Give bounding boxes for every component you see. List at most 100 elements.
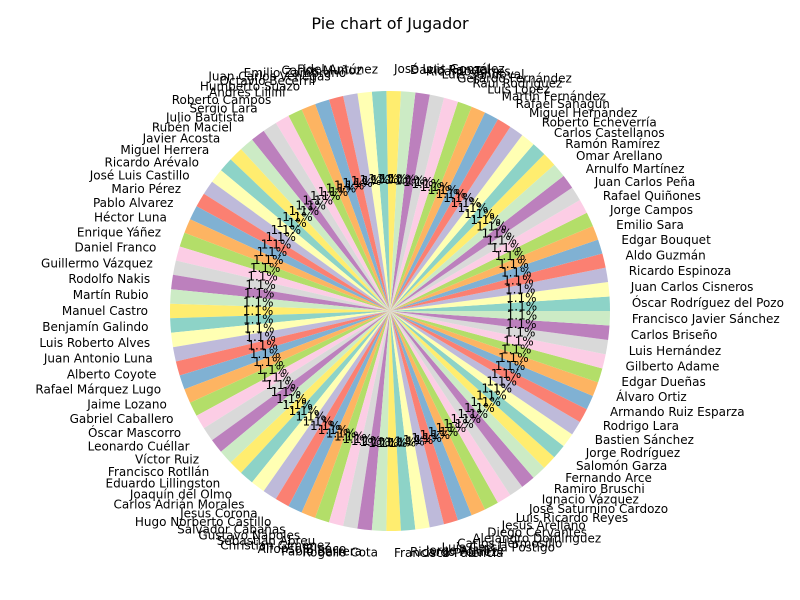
pie-slice — [220, 311, 390, 463]
slice-percentage: 1.1% — [257, 245, 288, 259]
slice-label: Óscar Mascorro — [88, 425, 181, 440]
pie-slice — [390, 119, 511, 312]
slice-label: Daniel Franco — [74, 241, 156, 255]
slice-percentage: 1.1% — [289, 204, 320, 218]
pie-slice — [390, 311, 430, 530]
slice-percentage: 1.1% — [507, 300, 538, 314]
slice-percentage: 1.1% — [326, 181, 357, 195]
pie-slice — [390, 311, 610, 341]
slice-percentage: 1.1% — [377, 172, 408, 186]
pie-slice — [390, 267, 609, 311]
slice-percentage: 1.1% — [253, 253, 284, 267]
slice-label: Jesús Corona — [179, 507, 258, 521]
slice-percentage: 1.1% — [245, 278, 276, 292]
slice-label: Octavio Becerril — [220, 74, 316, 88]
pie-slice — [390, 97, 458, 311]
pie-slice — [175, 311, 390, 376]
slice-label: Guillermo Vázquez — [41, 256, 153, 270]
slice-label: David Rangel — [410, 63, 490, 77]
slice-label: Luis Hernández — [629, 344, 721, 358]
slice-percentage: 1.1% — [386, 436, 417, 450]
slice-label: Carlos Muñoz — [281, 64, 362, 78]
slice-percentage: 1.1% — [506, 317, 537, 331]
slice-label: Gilberto Adame — [626, 360, 720, 374]
slice-percentage: 1.1% — [443, 417, 474, 431]
slice-label: Pablo Alvarez — [93, 196, 174, 210]
pie-slice — [390, 112, 498, 311]
pie-slice — [371, 91, 390, 311]
slice-label: Luis Roberto Alves — [39, 336, 150, 350]
pie-slice — [343, 93, 390, 312]
slice-percentage: 1.1% — [503, 274, 534, 288]
slice-percentage: 1.1% — [271, 223, 302, 237]
slice-label: Ricardo Espinoza — [629, 264, 732, 278]
pie-slice — [288, 311, 390, 513]
slice-percentage: 1.1% — [486, 374, 517, 388]
pie-slice — [390, 311, 555, 468]
slice-label: Roberto Campos — [172, 93, 272, 107]
pie-slice — [390, 92, 430, 311]
pie-slice — [190, 311, 390, 416]
slice-label: Rubén Maciel — [152, 121, 232, 135]
slice-percentage: 1.1% — [282, 210, 313, 224]
slice-label: Carlos Adrián Morales — [114, 497, 245, 511]
slice-percentage: 1.1% — [498, 257, 529, 271]
slice-label: Óscar Rodríguez del Pozo — [632, 295, 784, 310]
slice-label: Fidel Antúnez — [297, 62, 378, 76]
slice-percentage: 1.1% — [451, 412, 482, 426]
pie-slice — [179, 232, 390, 311]
pie-slice — [241, 139, 390, 311]
pie-slice — [390, 106, 485, 311]
slice-percentage: 1.1% — [243, 295, 274, 309]
slice-label: Salvador Cabañas — [177, 522, 285, 536]
slice-label: Arnulfo Martínez — [586, 162, 685, 176]
slice-label: Rodolfo Nakis — [68, 272, 150, 286]
slice-percentage: 1.1% — [303, 193, 334, 207]
slice-label: Julio Bautista — [165, 111, 245, 125]
slice-percentage: 1.1% — [245, 330, 276, 344]
pie-slice — [328, 311, 390, 526]
pie-slice — [390, 311, 593, 410]
slice-percentage: 1.1% — [411, 177, 442, 191]
slice-percentage: 1.1% — [458, 201, 489, 215]
slice-label: Juan Carlos Venegas — [207, 69, 330, 83]
slice-percentage: 1.1% — [271, 385, 302, 399]
percentage-labels: 1.1%1.1%1.1%1.1%1.1%1.1%1.1%1.1%1.1%1.1%… — [243, 172, 537, 450]
slice-label: Mario Pérez — [111, 182, 181, 196]
slice-percentage: 1.1% — [506, 291, 537, 305]
slice-percentage: 1.1% — [491, 367, 522, 381]
slice-percentage: 1.1% — [261, 237, 292, 251]
slice-label: Manuel Castro — [62, 304, 148, 318]
slice-label: Ricardo Torres — [426, 65, 511, 79]
slice-label: Jorge Rodríguez — [585, 446, 680, 460]
slice-label: Christian Giménez — [220, 539, 330, 553]
pie-slice — [386, 311, 401, 532]
slice-percentage: 1.1% — [443, 191, 474, 205]
slice-label: Enrique Yáñez — [77, 225, 161, 239]
pie-slice — [301, 104, 390, 311]
slice-percentage: 1.1% — [428, 183, 459, 197]
pie-slice — [230, 149, 390, 311]
slice-percentage: 1.1% — [498, 351, 529, 365]
slice-percentage: 1.1% — [436, 421, 467, 435]
slice-label: Edgar Dueñas — [621, 375, 705, 389]
slice-percentage: 1.1% — [368, 172, 399, 186]
pie-slice — [390, 253, 606, 311]
slice-percentage: 1.1% — [495, 359, 526, 373]
pie-slice — [196, 193, 390, 311]
pie-slice — [390, 311, 564, 458]
pie-slice — [203, 181, 390, 311]
slice-percentage: 1.1% — [265, 230, 296, 244]
slice-percentage: 1.1% — [420, 428, 451, 442]
slice-percentage: 1.1% — [403, 175, 434, 189]
pie-slice — [173, 260, 390, 311]
slice-percentage: 1.1% — [505, 326, 536, 340]
pie-slice — [390, 187, 580, 311]
slice-percentage: 1.1% — [476, 388, 507, 402]
slice-label: Luis Ricardo Reyes — [516, 511, 629, 525]
slice-percentage: 1.1% — [334, 430, 365, 444]
slice-percentage: 1.1% — [334, 178, 365, 192]
slice-label: Ricardo Peláez — [410, 545, 498, 559]
